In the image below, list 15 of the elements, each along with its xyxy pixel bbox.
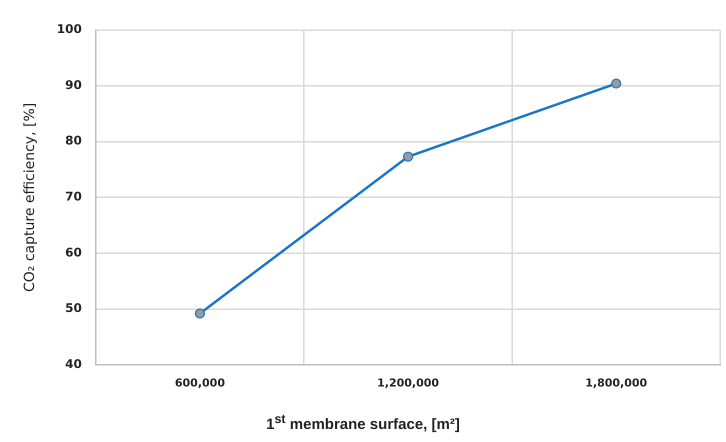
- y-tick-label: 50: [65, 301, 82, 316]
- point: [611, 78, 622, 89]
- x-tick-label: 600,000: [174, 376, 226, 390]
- y-axis-title: CO₂ capture efficiency, [%]: [22, 102, 38, 292]
- point: [194, 308, 206, 319]
- y-tick-label: 70: [65, 190, 82, 204]
- point: [402, 152, 414, 162]
- y-tick-label: 100: [56, 22, 82, 36]
- y-tick-label: 60: [65, 245, 82, 260]
- x-tick-label: 1,800,000: [585, 376, 648, 390]
- x-tick-label: 1,200,000: [377, 376, 440, 390]
- y-tick-label: 90: [65, 78, 82, 92]
- y-tick-label: 40: [65, 356, 82, 371]
- y-tick-label: 80: [65, 134, 82, 148]
- x-axis-title: 1$^{st}$ membrane surface, [m²]: [265, 412, 461, 433]
